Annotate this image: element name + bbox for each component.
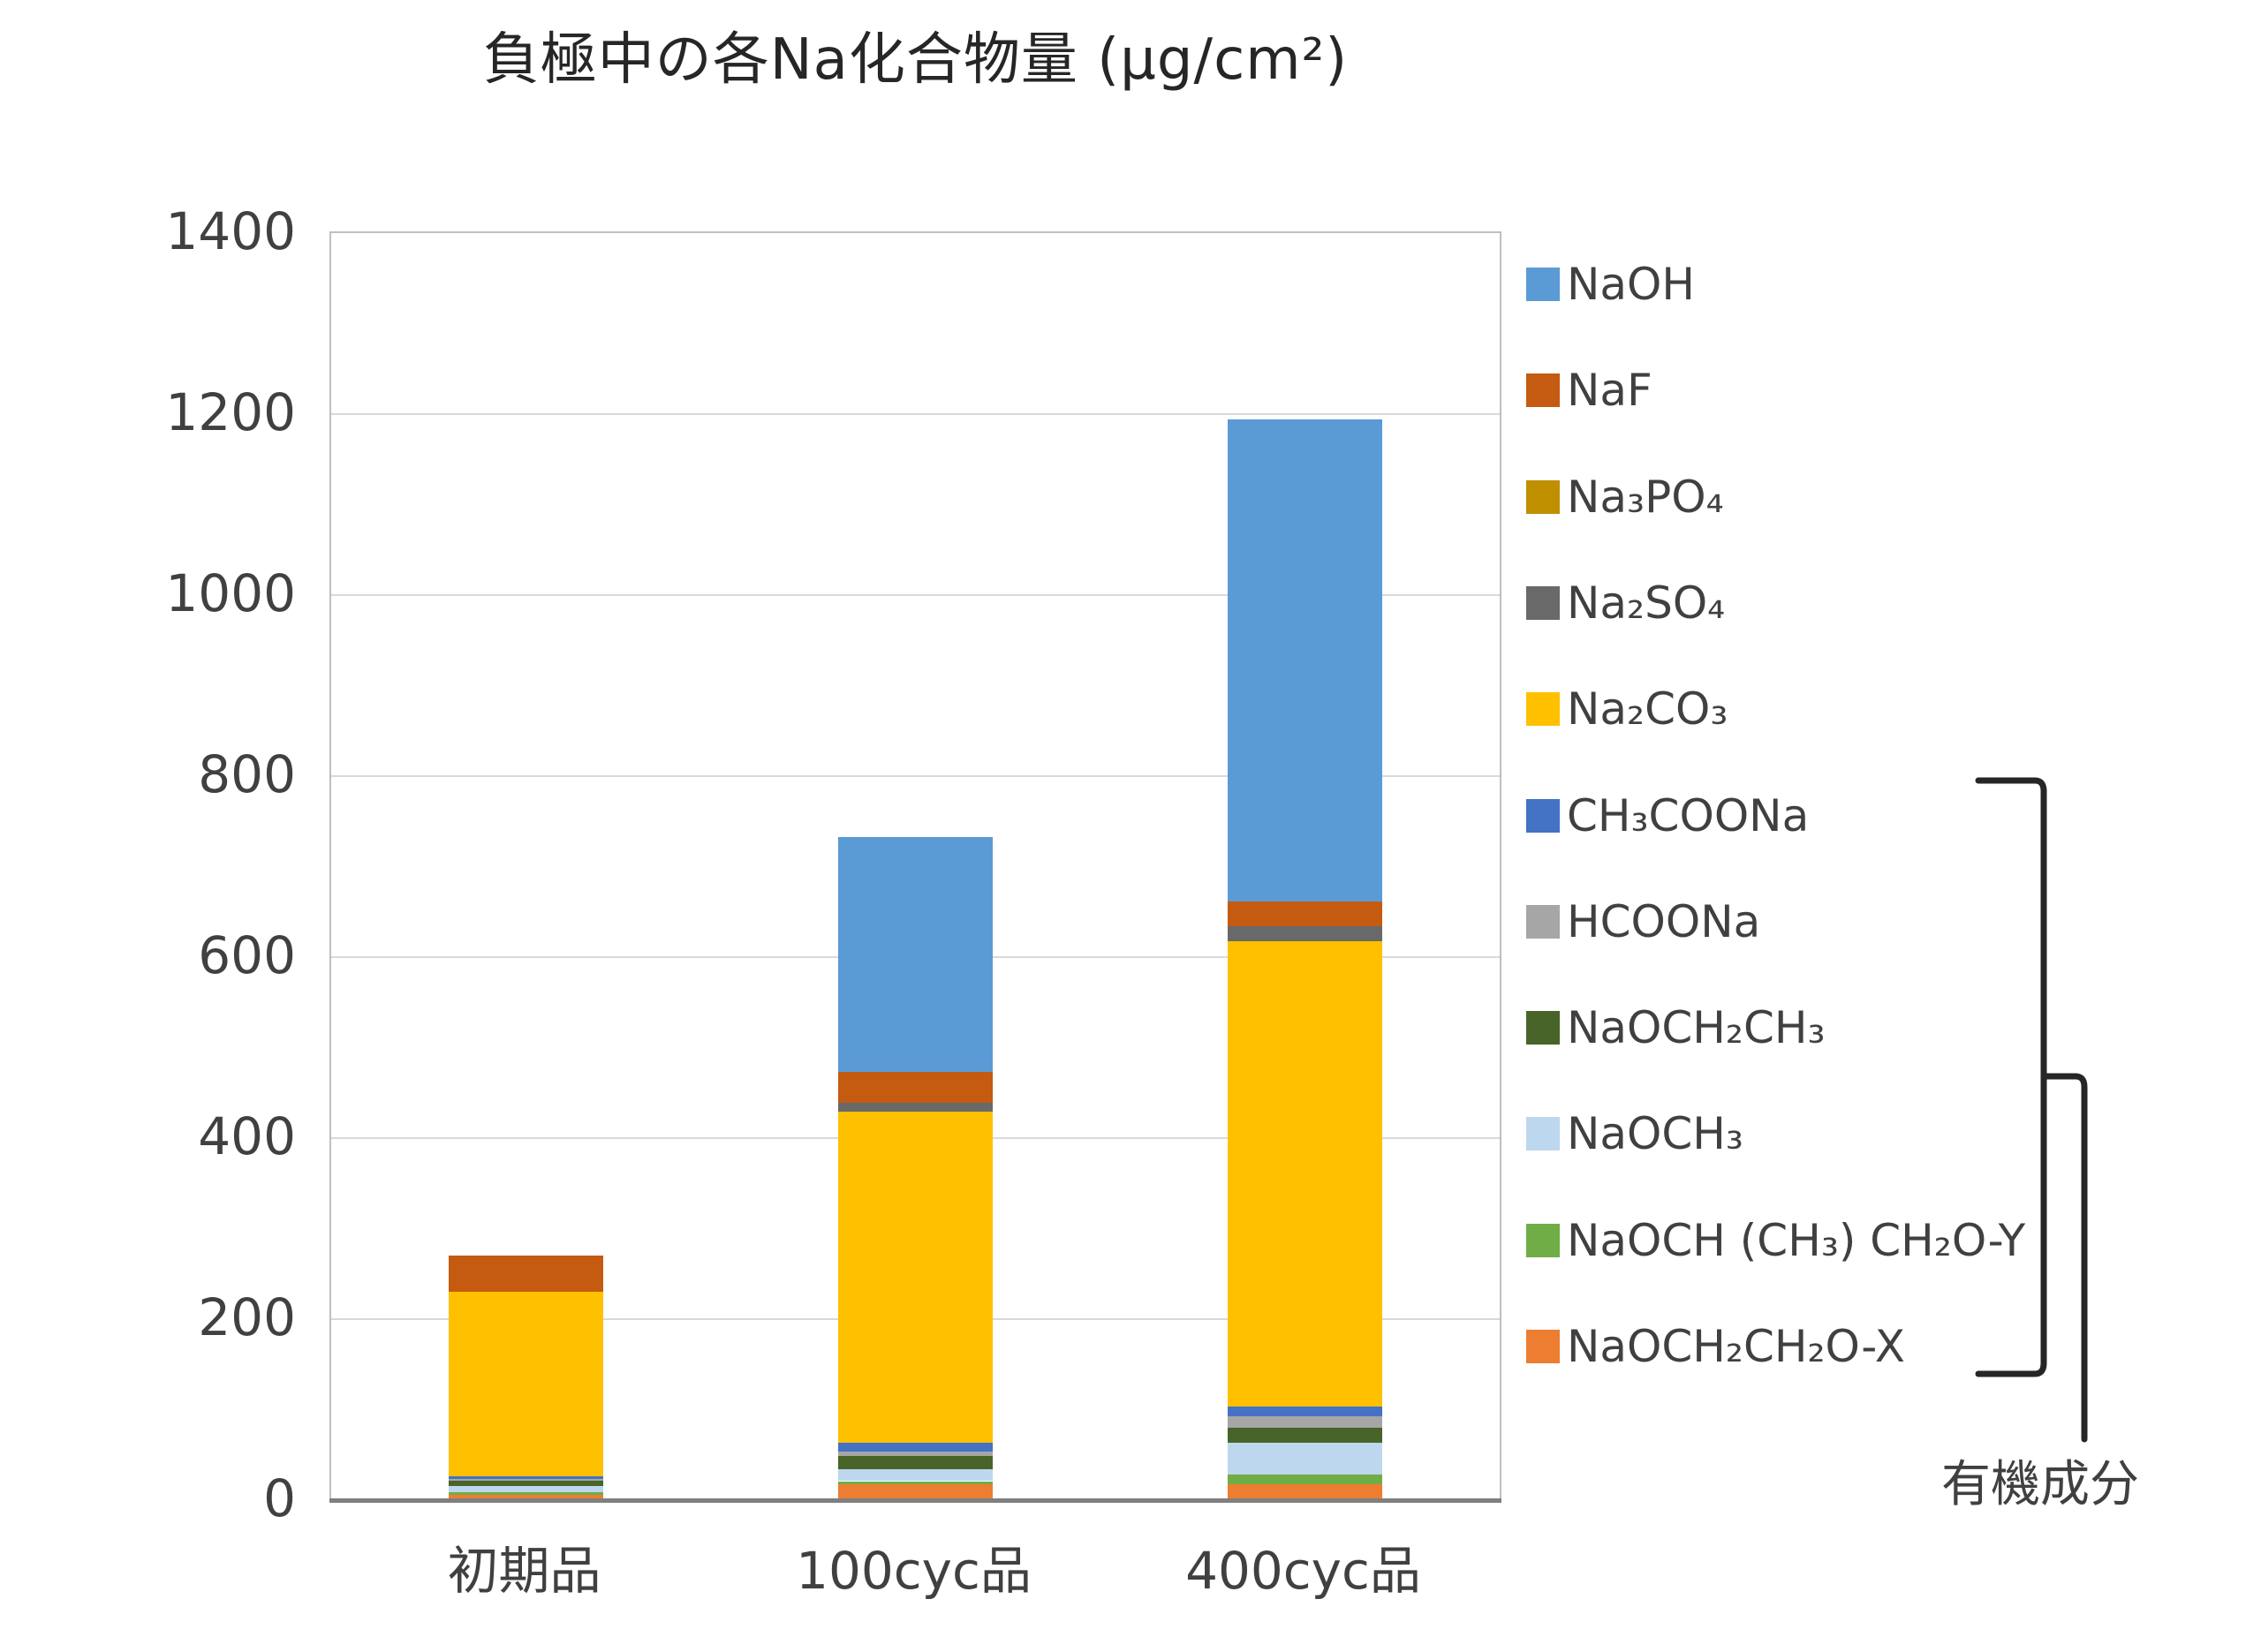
legend-swatch <box>1526 798 1560 833</box>
legend-item: HCOONa <box>1526 869 1760 975</box>
bar-segment <box>449 1476 603 1480</box>
x-category-label: 400cyc品 <box>1185 1541 1421 1601</box>
bar-segment <box>449 1256 603 1293</box>
y-tick-label: 0 <box>263 1468 296 1528</box>
bar-segment <box>449 1292 603 1477</box>
x-category-label: 初期品 <box>447 1541 601 1601</box>
bar-segment <box>1228 1483 1382 1500</box>
bar-segment <box>1228 1407 1382 1416</box>
y-tick-label: 1400 <box>165 201 296 261</box>
legend-item: NaOH <box>1526 231 1695 337</box>
bar-segment <box>1228 1475 1382 1484</box>
legend-item: Na₃PO₄ <box>1526 444 1724 550</box>
legend-item: NaOCH₃ <box>1526 1081 1743 1187</box>
bar-segment <box>449 1491 603 1495</box>
bar-segment <box>838 1112 993 1444</box>
legend-item: Na₂CO₃ <box>1526 656 1728 762</box>
bar-segment <box>1228 1428 1382 1444</box>
y-tick-label: 1200 <box>165 382 296 442</box>
y-tick-label: 400 <box>198 1106 296 1166</box>
legend-label: Na₂CO₃ <box>1567 683 1728 735</box>
gridline <box>331 594 1500 596</box>
legend-swatch <box>1526 1223 1560 1257</box>
legend-label: HCOONa <box>1567 895 1761 947</box>
organic-components-label: 有機成分 <box>1941 1456 2139 1513</box>
legend-swatch <box>1526 904 1560 939</box>
bar-segment <box>838 1451 993 1456</box>
bar-segment <box>838 1455 993 1470</box>
bar-segment <box>838 1483 993 1500</box>
legend-label: NaOCH₃ <box>1567 1108 1743 1160</box>
bar-segment <box>449 1494 603 1500</box>
legend-label: Na₃PO₄ <box>1567 471 1724 523</box>
gridline <box>331 413 1500 415</box>
outer-bracket-icon <box>2040 1073 2088 1443</box>
legend-item: NaOCH₂CH₃ <box>1526 975 1826 1081</box>
bar-segment <box>838 1481 993 1484</box>
legend-item: NaF <box>1526 337 1652 443</box>
legend-swatch <box>1526 373 1560 408</box>
bar-segment <box>1228 1443 1382 1475</box>
inner-bracket-icon <box>1975 777 2047 1377</box>
legend-swatch <box>1526 1011 1560 1045</box>
bar-segment <box>838 1443 993 1452</box>
x-category-label: 100cyc品 <box>796 1541 1032 1601</box>
bar-segment <box>449 1485 603 1492</box>
plot-area <box>329 231 1501 1503</box>
legend-swatch <box>1526 268 1560 301</box>
y-tick-label: 800 <box>198 744 296 804</box>
legend-label: NaOH <box>1567 259 1695 310</box>
legend-item: NaOCH (CH₃) CH₂O-Y <box>1526 1188 2025 1294</box>
legend-label: CH₃COONa <box>1567 789 1810 841</box>
legend-swatch <box>1526 692 1560 727</box>
bar-segment <box>1228 1415 1382 1428</box>
x-axis-line <box>329 1498 1501 1503</box>
bar-segment <box>449 1479 603 1482</box>
bar-segment <box>838 1103 993 1113</box>
organic-group-bracket-icon <box>1975 777 2088 1443</box>
bar-segment <box>1228 926 1382 941</box>
legend-swatch <box>1526 1330 1560 1363</box>
legend-label: Na₂SO₄ <box>1567 577 1726 629</box>
bar-segment <box>449 1481 603 1486</box>
legend-swatch <box>1526 585 1560 620</box>
y-tick-label: 200 <box>198 1287 296 1347</box>
bar-segment <box>1228 901 1382 927</box>
bar-segment <box>838 1072 993 1104</box>
bar-segment <box>1228 419 1382 902</box>
chart-title: 負極中の各Na化合物量 (μg/cm²) <box>482 27 1349 93</box>
bar-segment <box>838 836 993 1073</box>
bar-segment <box>838 1469 993 1482</box>
legend-item: Na₂SO₄ <box>1526 550 1725 656</box>
legend-swatch <box>1526 1117 1560 1151</box>
legend-label: NaOCH (CH₃) CH₂O-Y <box>1567 1214 2026 1266</box>
y-tick-label: 600 <box>198 925 296 985</box>
y-tick-label: 1000 <box>165 563 296 623</box>
legend-swatch <box>1526 479 1560 514</box>
legend-label: NaOCH₂CH₂O-X <box>1567 1321 1906 1372</box>
legend-item: CH₃COONa <box>1526 763 1809 869</box>
legend-label: NaF <box>1567 365 1652 417</box>
legend-item: NaOCH₂CH₂O-X <box>1526 1294 1905 1399</box>
bar-segment <box>1228 940 1382 1407</box>
legend-label: NaOCH₂CH₃ <box>1567 1002 1826 1054</box>
gridline <box>331 775 1500 777</box>
